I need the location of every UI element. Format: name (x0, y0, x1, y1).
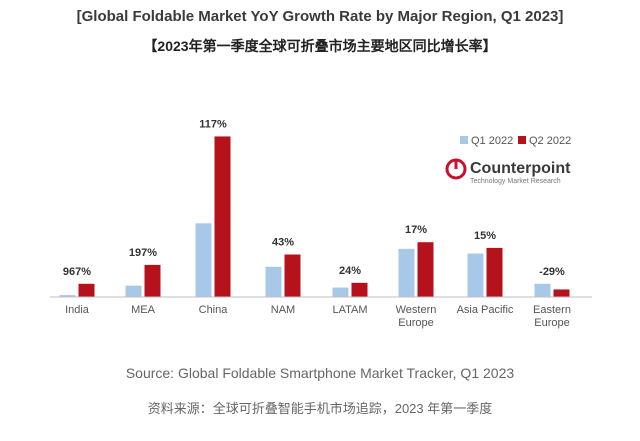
bar-q2-2022-nam (284, 254, 301, 297)
bar-q2-2022-mea (144, 264, 161, 297)
chart-title: [Global Foldable Market YoY Growth Rate … (76, 8, 564, 25)
growth-label-latam: 24% (339, 265, 361, 277)
source-note: Source: Global Foldable Smartphone Marke… (125, 365, 515, 381)
bar-q1-2022-china (195, 223, 212, 297)
growth-label-western-europe: 17% (405, 224, 427, 236)
bar-q1-2022-asia-pacific (467, 253, 484, 297)
brand-tagline: Technology Market Research (470, 178, 561, 185)
growth-label-mea: 197% (129, 247, 157, 259)
category-label-eastern-europe-line-2: Europe (534, 317, 569, 329)
growth-label-asia-pacific: 15% (474, 230, 496, 242)
category-label-nam: NAM (271, 304, 295, 316)
legend-swatch-q2-2022 (518, 136, 526, 144)
bar-q1-2022-western-europe (398, 248, 415, 297)
category-label-latam: LATAM (332, 304, 367, 316)
bar-q2-2022-china (214, 136, 231, 297)
label-group: 967% India 197% MEA 117% China 43% NAM 24% LATAM 1… (63, 118, 571, 329)
growth-label-nam: 43% (272, 237, 294, 249)
category-label-mea: MEA (131, 304, 156, 316)
chart-title-chinese: 【2023年第一季度全球可折叠市场主要地区同比增长率】 (143, 38, 497, 54)
bar-q2-2022-latam (351, 282, 368, 297)
bar-q2-2022-asia-pacific (486, 247, 503, 297)
category-label-india: India (65, 304, 90, 316)
legend-label-q1-2022: Q1 2022 (471, 135, 513, 147)
bar-q2-2022-eastern-europe (553, 289, 570, 297)
bar-q1-2022-india (59, 295, 76, 297)
bar-q1-2022-mea (125, 285, 142, 297)
bar-q1-2022-latam (332, 287, 349, 297)
growth-label-china: 117% (199, 118, 227, 130)
growth-label-eastern-europe: -29% (539, 266, 565, 278)
legend-label-q2-2022: Q2 2022 (529, 135, 571, 147)
category-label-china: China (199, 304, 229, 316)
counterpoint-logo: Counterpoint Technology Market Research (445, 158, 571, 185)
bar-q1-2022-nam (265, 266, 282, 297)
category-label-asia-pacific: Asia Pacific (457, 304, 514, 316)
bar-q2-2022-india (78, 283, 95, 297)
category-label-western-europe-line-1: Western (396, 304, 437, 316)
source-note-chinese: 资料来源：全球可折叠智能手机市场追踪，2023 年第一季度 (147, 401, 493, 416)
bar-group (59, 136, 570, 297)
category-label-eastern-europe-line-1: Eastern (533, 304, 571, 316)
growth-label-india: 967% (63, 266, 91, 278)
legend-swatch-q1-2022 (460, 136, 468, 144)
brand-name: Counterpoint (470, 160, 571, 177)
bar-q2-2022-western-europe (417, 242, 434, 297)
legend: Q1 2022 Q2 2022 (460, 135, 571, 147)
category-label-western-europe-line-2: Europe (398, 317, 433, 329)
bar-q1-2022-eastern-europe (534, 283, 551, 297)
